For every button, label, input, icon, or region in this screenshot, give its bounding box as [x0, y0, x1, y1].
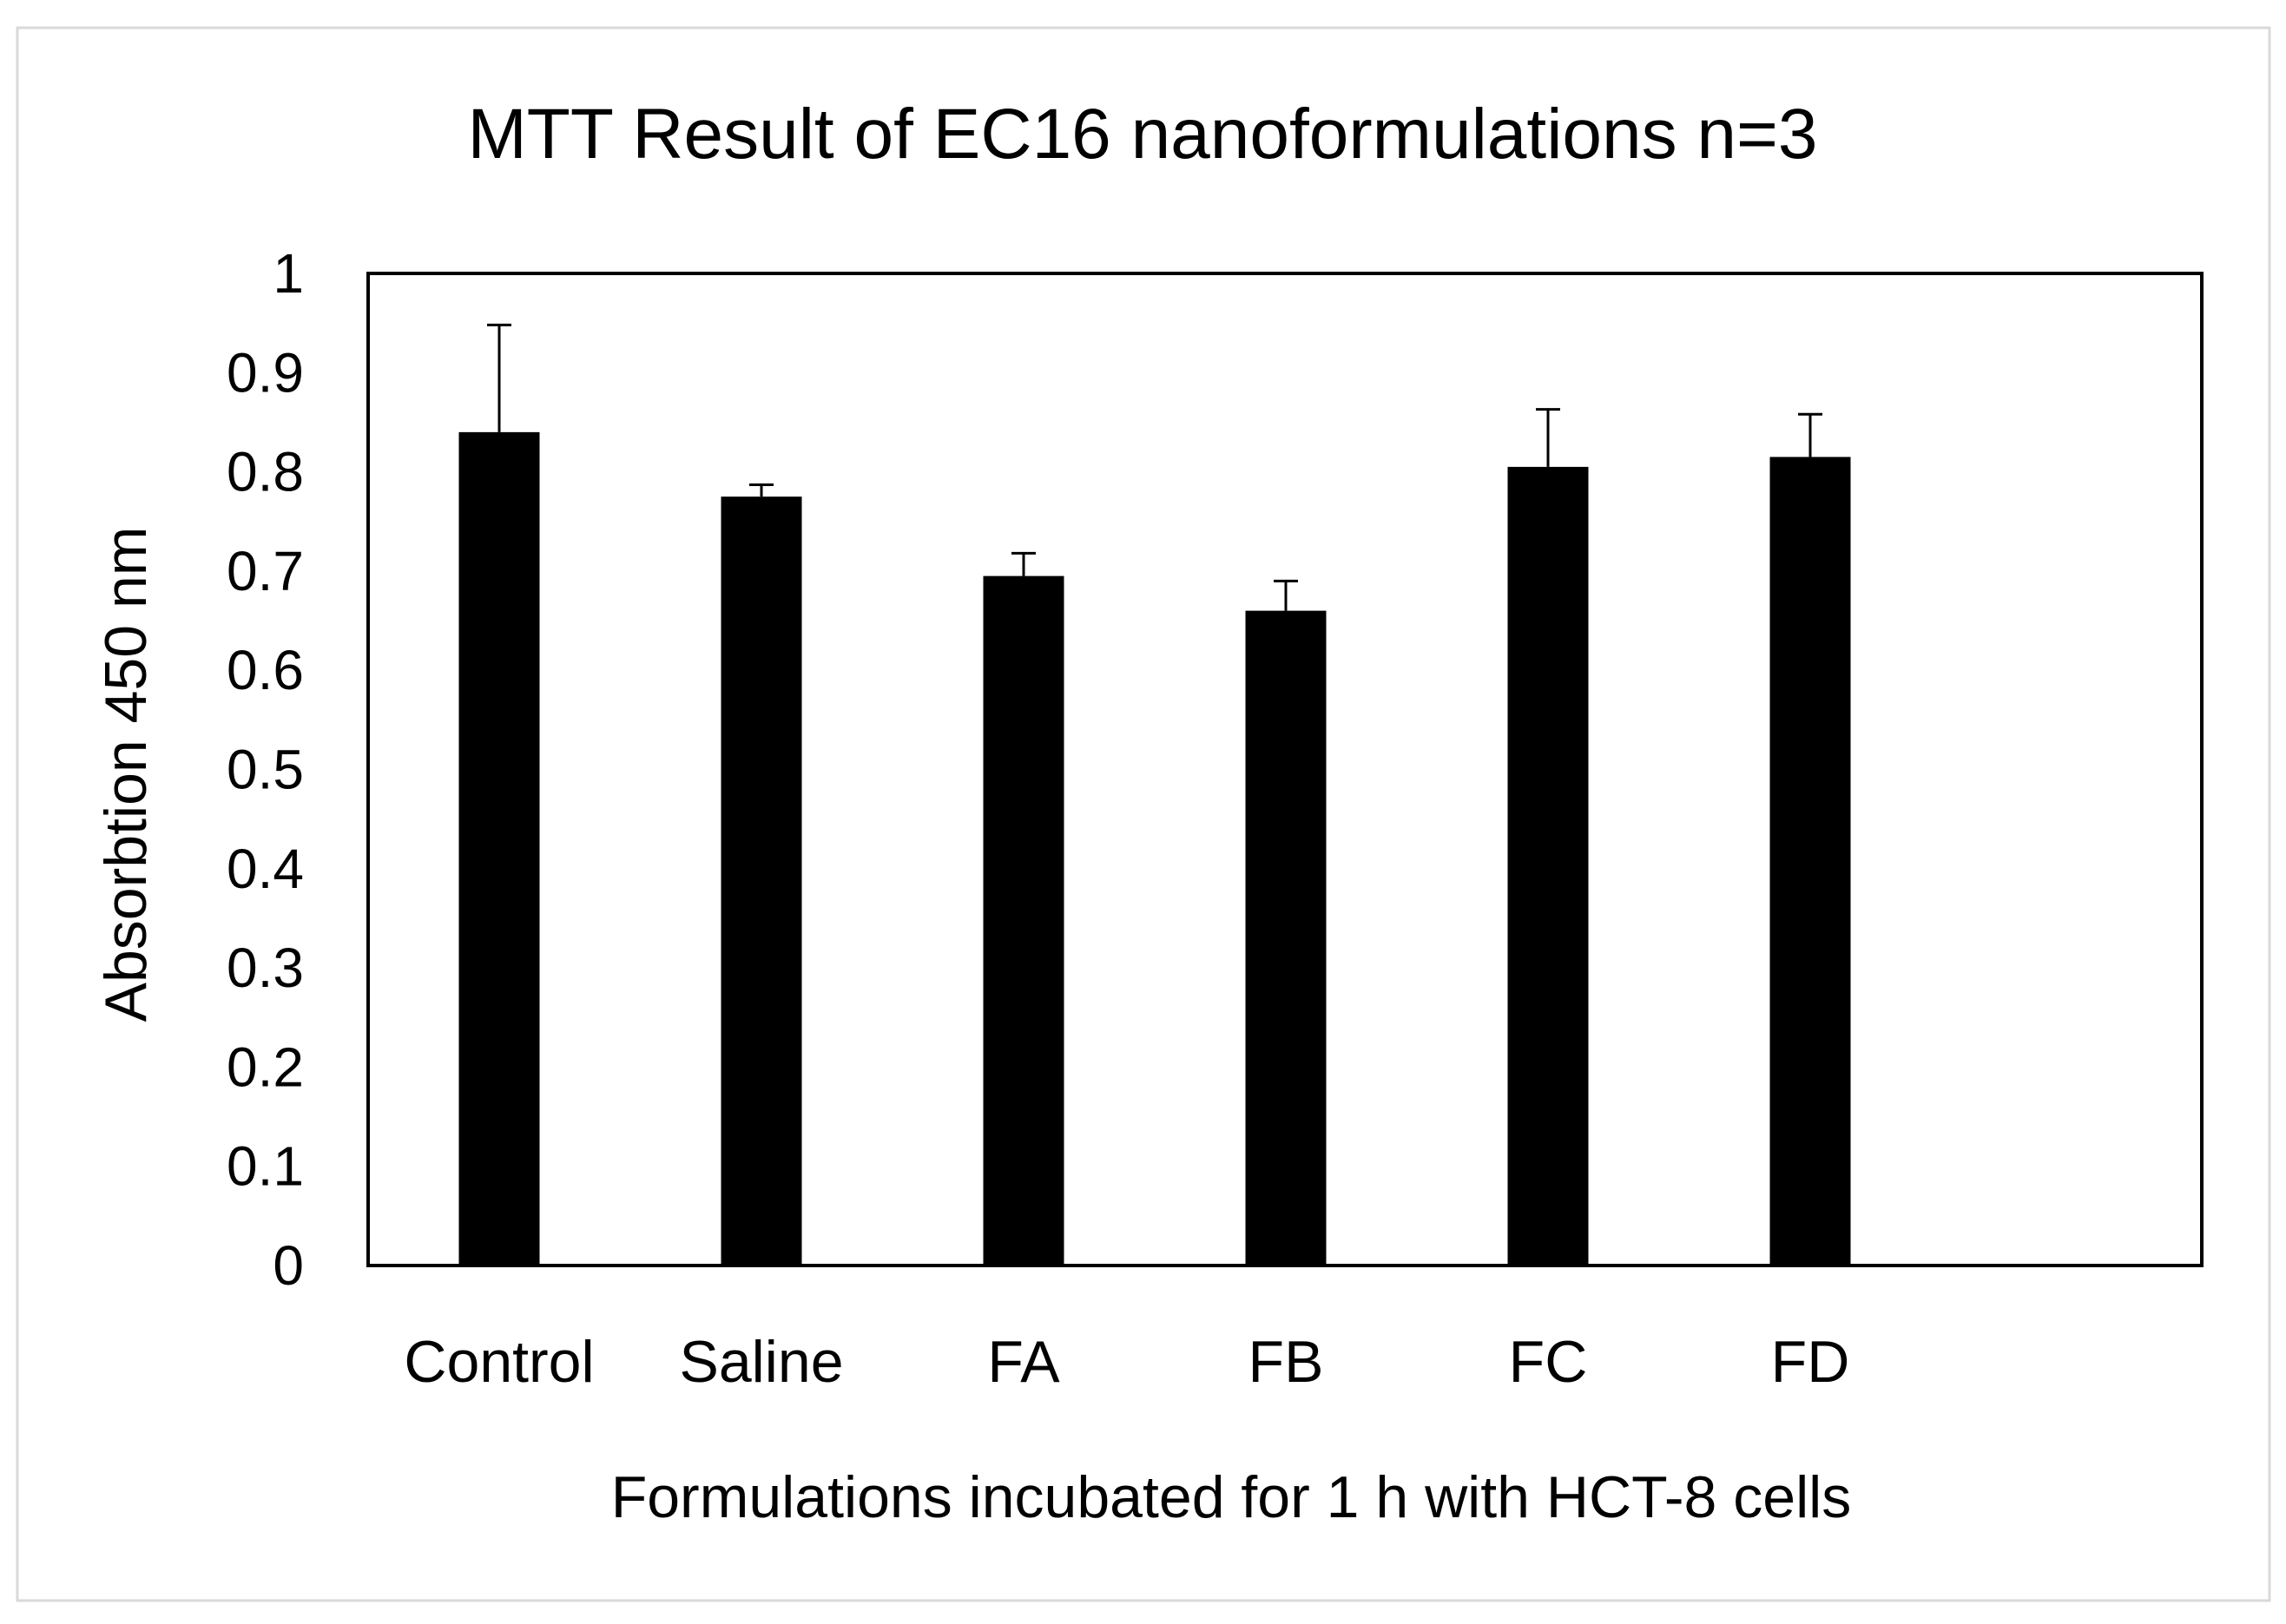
error-bars	[487, 323, 1822, 611]
y-tick-label: 0.6	[227, 639, 304, 701]
y-tick-label: 0.5	[227, 739, 304, 801]
x-axis-label: Formulations incubated for 1 h with HCT-…	[611, 1464, 1852, 1530]
error-bar-fa	[1011, 551, 1036, 576]
x-tick-label: FC	[1509, 1329, 1588, 1395]
error-bar-control	[487, 323, 511, 432]
y-tick-label: 0.1	[227, 1135, 304, 1198]
y-axis-ticks: 0 0.1 0.2 0.3 0.4 0.5 0.6 0.7 0.8 0.9 1	[227, 242, 304, 1297]
error-bar-fc	[1536, 408, 1560, 467]
x-tick-label: FA	[987, 1329, 1060, 1395]
error-bar-fb	[1274, 579, 1298, 611]
y-tick-label: 1	[273, 242, 304, 305]
chart-outer-frame	[16, 26, 2271, 1602]
x-tick-label: FB	[1248, 1329, 1324, 1395]
x-axis-ticks: Control Saline FA FB FC FD	[404, 1329, 1849, 1395]
y-tick-label: 0.9	[227, 341, 304, 404]
bar-fb	[1245, 610, 1327, 1266]
bars	[458, 431, 1851, 1266]
x-tick-label: FD	[1771, 1329, 1850, 1395]
y-tick-label: 0.7	[227, 540, 304, 602]
error-bar-saline	[749, 483, 774, 497]
y-tick-label: 0.3	[227, 937, 304, 999]
bar-fc	[1507, 466, 1589, 1266]
y-tick-label: 0	[273, 1234, 304, 1297]
y-tick-label: 0.4	[227, 838, 304, 900]
y-axis-label: Absorbtion 450 nm	[93, 527, 159, 1022]
error-bar-fd	[1798, 412, 1822, 457]
bar-fa	[983, 575, 1064, 1266]
y-tick-label: 0.2	[227, 1036, 304, 1098]
x-tick-label: Control	[404, 1329, 594, 1395]
chart-title: MTT Result of EC16 nanoformulations n=3	[468, 95, 1818, 174]
bar-control	[458, 431, 540, 1266]
bar-fd	[1769, 457, 1851, 1266]
y-tick-label: 0.8	[227, 441, 304, 503]
bar-saline	[721, 496, 802, 1266]
x-tick-label: Saline	[679, 1329, 843, 1395]
